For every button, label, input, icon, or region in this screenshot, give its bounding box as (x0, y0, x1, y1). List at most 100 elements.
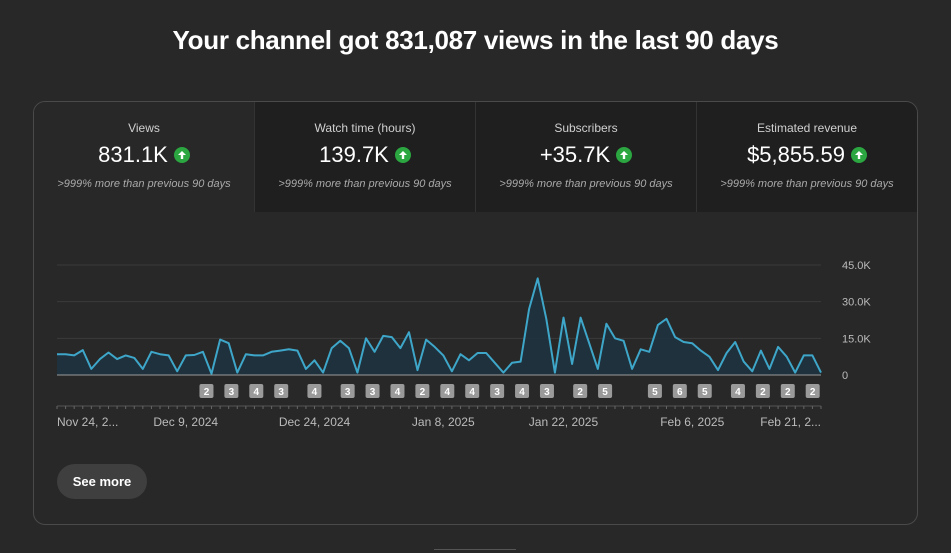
marker-badge (307, 384, 322, 398)
x-tick-label: Jan 8, 2025 (412, 415, 475, 429)
marker-count: 3 (544, 387, 550, 398)
published-marker[interactable]: 2 (780, 384, 795, 398)
metric-comparison: >999% more than previous 90 days (720, 178, 894, 190)
published-marker[interactable]: 2 (805, 384, 820, 398)
x-tick-label: Dec 9, 2024 (153, 415, 218, 429)
published-marker[interactable]: 5 (697, 384, 712, 398)
published-marker[interactable]: 3 (365, 384, 380, 398)
marker-count: 5 (652, 387, 658, 398)
published-marker[interactable]: 6 (672, 384, 687, 398)
published-marker[interactable]: 5 (598, 384, 613, 398)
marker-badge (755, 384, 770, 398)
marker-badge (274, 384, 289, 398)
marker-count: 2 (577, 387, 583, 398)
marker-count: 3 (278, 387, 284, 398)
published-marker[interactable]: 3 (539, 384, 554, 398)
metric-label: Subscribers (554, 121, 618, 135)
marker-badge (805, 384, 820, 398)
published-marker[interactable]: 2 (199, 384, 214, 398)
marker-badge (490, 384, 505, 398)
marker-count: 2 (760, 387, 766, 398)
marker-count: 3 (345, 387, 351, 398)
marker-badge (730, 384, 745, 398)
tab-subscribers[interactable]: Subscribers +35.7K >999% more than previ… (475, 102, 696, 212)
published-marker[interactable]: 3 (224, 384, 239, 398)
arrow-up-icon (173, 147, 190, 163)
marker-count: 2 (810, 387, 816, 398)
marker-badge (415, 384, 430, 398)
marker-badge (199, 384, 214, 398)
metric-value: $5,855.59 (747, 142, 845, 167)
marker-count: 2 (785, 387, 791, 398)
marker-count: 6 (677, 387, 683, 398)
published-marker[interactable]: 2 (755, 384, 770, 398)
see-more-button[interactable]: See more (57, 464, 147, 499)
marker-badge (697, 384, 712, 398)
y-tick-label: 45.0K (842, 260, 871, 272)
metric-value: 139.7K (319, 142, 389, 167)
marker-badge (672, 384, 687, 398)
marker-count: 4 (469, 387, 475, 398)
marker-badge (365, 384, 380, 398)
metric-label: Estimated revenue (756, 121, 858, 135)
tab-estimated-revenue[interactable]: Estimated revenue $5,855.59 >999% more t… (696, 102, 917, 212)
published-marker[interactable]: 4 (249, 384, 264, 398)
marker-badge (573, 384, 588, 398)
published-marker[interactable]: 4 (730, 384, 745, 398)
marker-badge (440, 384, 455, 398)
page-title: Your channel got 831,087 views in the la… (172, 25, 779, 55)
divider (434, 549, 516, 550)
metric-comparison: >999% more than previous 90 days (278, 178, 452, 190)
metric-value: 831.1K (98, 142, 168, 167)
marker-count: 3 (370, 387, 376, 398)
metric-comparison: >999% more than previous 90 days (57, 178, 231, 190)
marker-count: 4 (395, 387, 401, 398)
marker-count: 4 (445, 387, 451, 398)
published-marker[interactable]: 2 (573, 384, 588, 398)
marker-badge (465, 384, 480, 398)
marker-badge (390, 384, 405, 398)
marker-count: 5 (602, 387, 608, 398)
x-tick-label: Jan 22, 2025 (529, 415, 599, 429)
tab-views[interactable]: Views 831.1K >999% more than previous 90… (34, 102, 254, 212)
metric-tabs: Views 831.1K >999% more than previous 90… (34, 102, 917, 212)
published-marker[interactable]: 2 (415, 384, 430, 398)
marker-badge (340, 384, 355, 398)
arrow-up-icon (616, 147, 633, 163)
marker-count: 3 (494, 387, 500, 398)
y-tick-label: 0 (842, 370, 848, 382)
metric-label: Watch time (hours) (314, 121, 416, 135)
marker-count: 2 (420, 387, 426, 398)
published-marker[interactable]: 3 (490, 384, 505, 398)
x-tick-label: Feb 6, 2025 (660, 415, 724, 429)
marker-count: 3 (229, 387, 235, 398)
published-marker[interactable]: 4 (515, 384, 530, 398)
published-marker[interactable]: 4 (307, 384, 322, 398)
published-marker[interactable]: 5 (647, 384, 662, 398)
tab-watch-time[interactable]: Watch time (hours) 139.7K >999% more tha… (254, 102, 475, 212)
series-line-views (57, 277, 822, 375)
x-tick-label: Dec 24, 2024 (279, 415, 351, 429)
marker-count: 4 (254, 387, 260, 398)
published-marker[interactable]: 3 (340, 384, 355, 398)
arrow-up-icon (394, 147, 411, 163)
marker-count: 4 (519, 387, 525, 398)
marker-badge (598, 384, 613, 398)
metric-value: +35.7K (539, 142, 611, 167)
marker-badge (647, 384, 662, 398)
published-marker[interactable]: 4 (465, 384, 480, 398)
marker-count: 2 (204, 387, 210, 398)
metric-comparison: >999% more than previous 90 days (499, 178, 673, 190)
marker-count: 4 (312, 387, 318, 398)
published-marker[interactable]: 4 (390, 384, 405, 398)
published-marker[interactable]: 3 (274, 384, 289, 398)
metric-label: Views (128, 121, 160, 135)
published-marker[interactable]: 4 (440, 384, 455, 398)
y-tick-label: 15.0K (842, 333, 871, 345)
arrow-up-icon (850, 147, 867, 163)
marker-count: 4 (735, 387, 741, 398)
marker-count: 5 (702, 387, 708, 398)
marker-badge (249, 384, 264, 398)
series-area (57, 278, 821, 375)
